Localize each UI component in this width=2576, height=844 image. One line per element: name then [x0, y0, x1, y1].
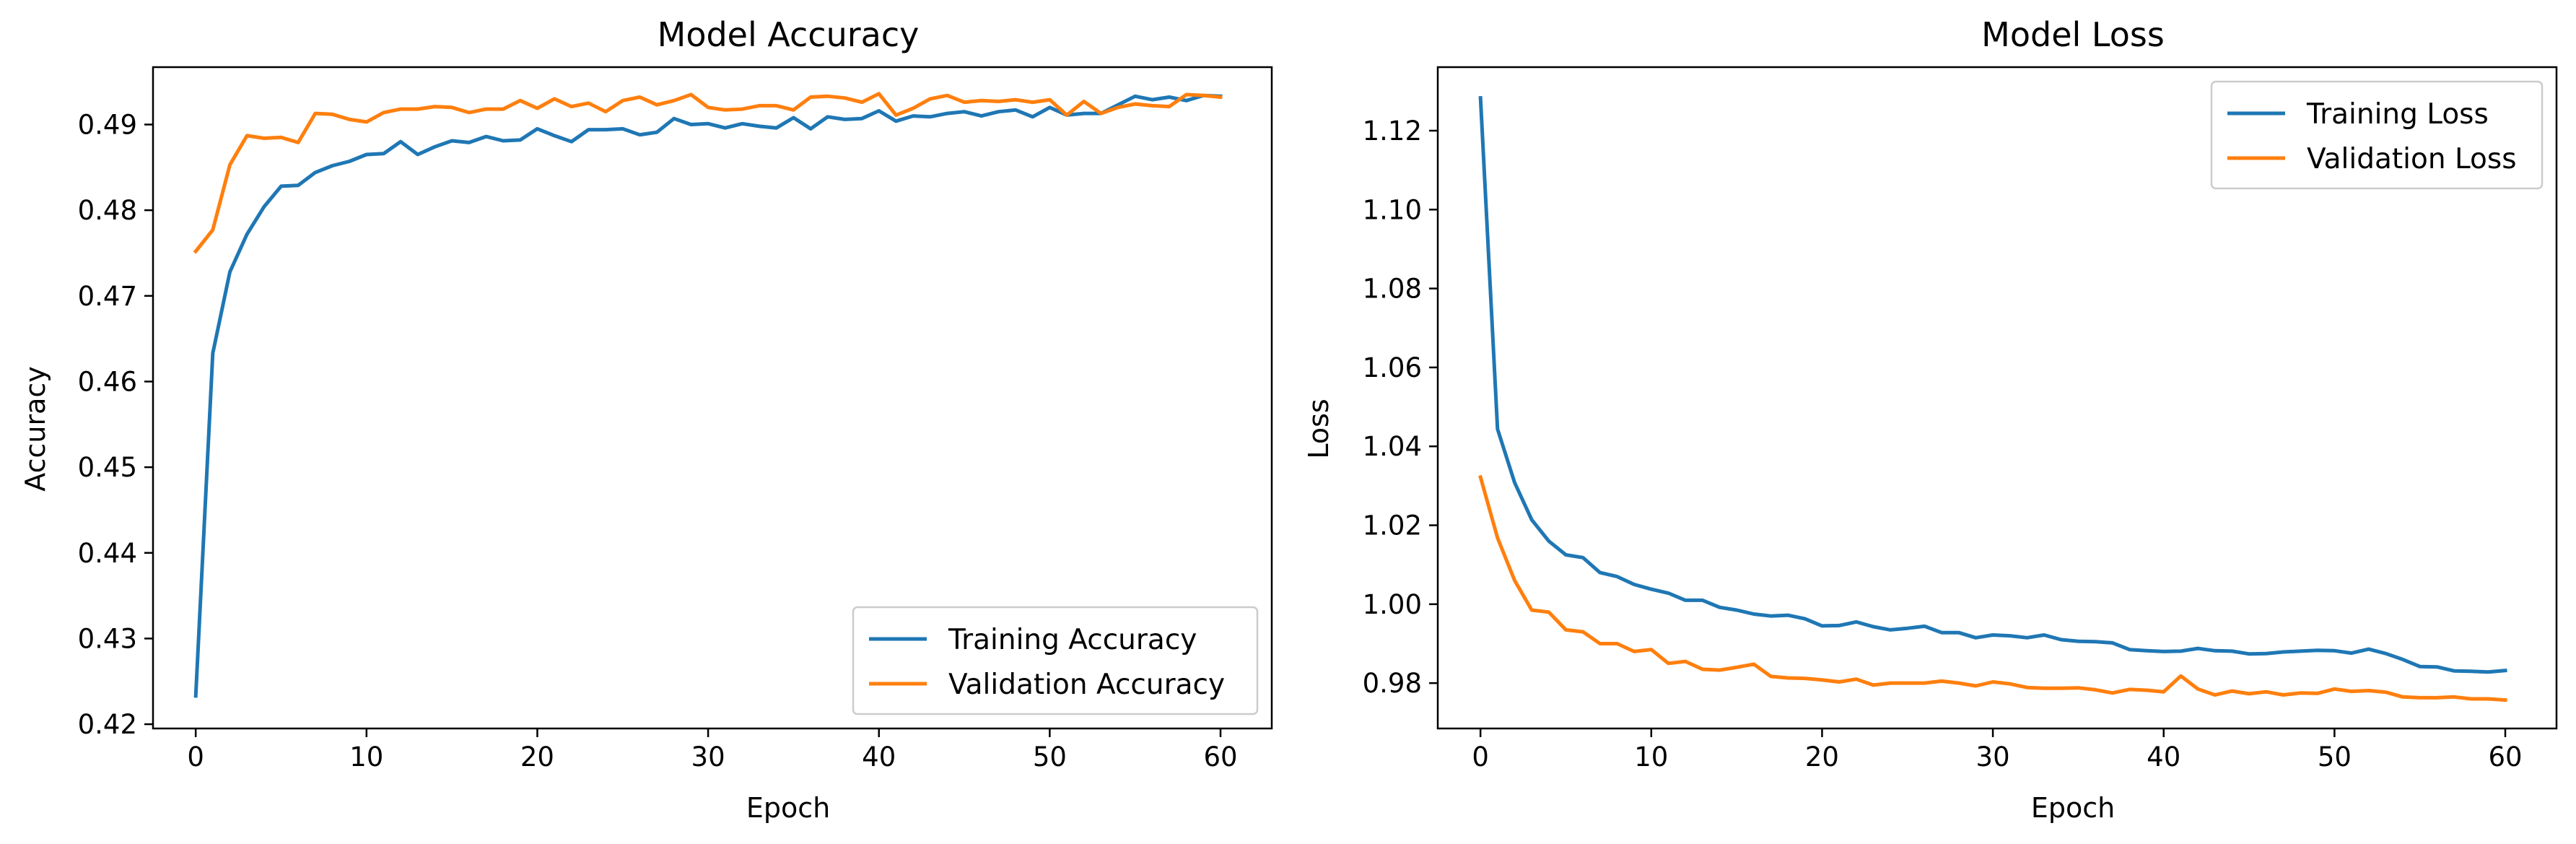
- loss-chart-title: Model Loss: [1981, 15, 2165, 54]
- accuracy-y-tick-label: 0.46: [78, 366, 137, 397]
- loss-y-tick-label: 0.98: [1363, 668, 1422, 699]
- accuracy-x-tick-label: 0: [187, 741, 204, 773]
- accuracy-x-axis-label: Epoch: [746, 792, 830, 824]
- accuracy-x-tick-label: 60: [1203, 741, 1237, 773]
- loss-legend-box: [2210, 80, 2544, 190]
- loss-panel: Model Loss 0 10 20 30 40 50 60 0.98 1.00 1.02 1.04…: [1303, 15, 2558, 824]
- loss-y-tick-label: 1.10: [1363, 194, 1422, 225]
- accuracy-y-tick-label: 0.45: [78, 452, 137, 483]
- accuracy-legend-box: [852, 606, 1259, 715]
- loss-axes-frame: [1436, 66, 2558, 730]
- loss-x-tick-label: 20: [1805, 741, 1839, 773]
- loss-plot-area: 0 10 20 30 40 50 60 0.98 1.00 1.02 1.04 1.06 1.08 1.1…: [1363, 66, 2558, 773]
- loss-x-tick-label: 50: [2318, 741, 2352, 773]
- loss-x-tick-label: 40: [2147, 741, 2180, 773]
- accuracy-legend-label: Training Accuracy: [948, 624, 1197, 656]
- accuracy-x-tick-label: 10: [349, 741, 383, 773]
- loss-x-tick-label: 0: [1472, 741, 1489, 773]
- accuracy-x-tick-label: 50: [1033, 741, 1067, 773]
- accuracy-x-tick-label: 30: [691, 741, 725, 773]
- accuracy-legend: Training Accuracy Validation Accuracy: [852, 606, 1259, 715]
- accuracy-x-tick-label: 20: [520, 741, 554, 773]
- loss-y-tick-label: 1.04: [1363, 431, 1422, 462]
- loss-y-tick-label: 1.12: [1363, 116, 1422, 147]
- loss-x-tick-label: 30: [1976, 741, 2010, 773]
- accuracy-plot-area: 0 10 20 30 40 50 60 0.42 0.43 0.44 0.45 0.46 0.47 0.4…: [78, 66, 1273, 773]
- accuracy-y-tick-label: 0.42: [78, 709, 137, 740]
- accuracy-y-tick-label: 0.43: [78, 623, 137, 654]
- loss-y-tick-label: 1.08: [1363, 274, 1422, 305]
- accuracy-axes-frame: [152, 66, 1273, 730]
- loss-y-tick-label: 1.02: [1363, 510, 1422, 541]
- accuracy-chart-title: Model Accuracy: [658, 15, 920, 54]
- accuracy-y-tick-label: 0.44: [78, 538, 137, 569]
- accuracy-series-line-validation: [193, 92, 1223, 254]
- loss-x-tick-label: 10: [1634, 741, 1668, 773]
- accuracy-y-tick-label: 0.48: [78, 195, 137, 226]
- loss-legend-label: Validation Loss: [2307, 143, 2517, 175]
- loss-legend-label: Training Loss: [2306, 98, 2489, 131]
- accuracy-series-line-training: [193, 93, 1223, 698]
- loss-x-tick-label: 60: [2488, 741, 2522, 773]
- loss-series-line-validation: [1478, 474, 2507, 702]
- accuracy-x-tick-label: 40: [862, 741, 896, 773]
- accuracy-y-axis-label: Accuracy: [19, 366, 51, 492]
- accuracy-y-tick-label: 0.49: [78, 109, 137, 140]
- loss-y-axis-label: Loss: [1303, 399, 1335, 458]
- accuracy-legend-label: Validation Accuracy: [948, 669, 1225, 701]
- loss-legend: Training Loss Validation Loss: [2210, 80, 2544, 190]
- loss-x-axis-label: Epoch: [2031, 792, 2115, 824]
- loss-y-tick-label: 1.06: [1363, 352, 1422, 383]
- accuracy-y-tick-label: 0.47: [78, 281, 137, 312]
- accuracy-panel: Model Accuracy 0 10 20 30 40 50 60 0.42 0.43 0.44…: [19, 15, 1273, 824]
- loss-y-tick-label: 1.00: [1363, 589, 1422, 620]
- loss-series-line-training: [1478, 95, 2507, 674]
